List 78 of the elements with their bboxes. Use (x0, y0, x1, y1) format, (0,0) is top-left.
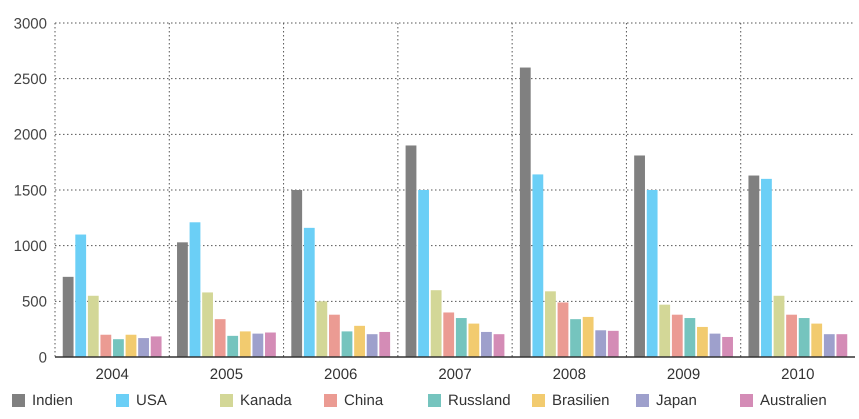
bar (177, 242, 188, 357)
bar (798, 318, 810, 357)
bar (329, 314, 340, 357)
y-tick-label: 500 (22, 294, 47, 311)
y-tick-label: 2500 (14, 70, 47, 88)
bar (113, 339, 124, 357)
bar (304, 228, 315, 357)
bar (240, 331, 251, 357)
x-tick-label: 2006 (324, 366, 358, 383)
bar (582, 316, 594, 357)
y-tick-label: 2000 (14, 126, 47, 144)
bar (265, 332, 276, 357)
x-tick-label: 2005 (210, 366, 244, 383)
bar (406, 145, 416, 357)
bar (252, 334, 264, 357)
bar (190, 222, 200, 357)
legend-label: Russland (448, 392, 511, 409)
bar (761, 178, 772, 357)
x-tick-label: 2007 (438, 366, 472, 383)
bar (811, 324, 822, 357)
x-tick-label: 2004 (95, 366, 129, 383)
bar (316, 301, 328, 357)
bar (62, 276, 74, 357)
bar (379, 332, 390, 357)
bar (481, 332, 492, 357)
bar (214, 319, 226, 357)
bar (748, 176, 760, 357)
bar (774, 296, 784, 357)
bar (418, 190, 429, 357)
bar (291, 190, 302, 357)
bar (659, 304, 670, 357)
bar (595, 330, 606, 357)
x-tick-label: 2008 (552, 366, 586, 383)
y-tick-label: 0 (38, 349, 47, 366)
bar (150, 336, 162, 357)
legend-label: Indien (32, 392, 73, 409)
y-tick-label: 1000 (14, 238, 47, 255)
bar (75, 234, 86, 357)
bar (520, 68, 531, 357)
bar (722, 336, 733, 357)
bar (672, 314, 683, 357)
legend-label: China (344, 392, 384, 409)
x-tick-label: 2010 (781, 366, 815, 383)
bar (202, 292, 213, 357)
bar (138, 338, 149, 357)
bar (570, 319, 581, 357)
bar (545, 291, 556, 357)
bar (558, 302, 568, 357)
bar (430, 290, 442, 357)
bar (366, 334, 378, 357)
bar (836, 334, 848, 357)
bar (824, 334, 835, 357)
bar (88, 296, 99, 357)
legend-label: Australien (760, 392, 827, 409)
legend-label: Kanada (240, 392, 292, 409)
bar (468, 324, 480, 357)
bar (646, 190, 658, 357)
y-tick-label: 3000 (14, 15, 47, 32)
bar (634, 155, 645, 357)
bar (354, 326, 365, 357)
bar (456, 318, 467, 357)
bar (786, 314, 797, 357)
bar (684, 318, 696, 357)
legend-label: USA (136, 392, 167, 409)
bar (608, 330, 619, 357)
bar (227, 336, 238, 357)
bar (697, 326, 708, 357)
bar (443, 312, 454, 357)
bar (342, 331, 352, 357)
legend-label: Japan (656, 392, 697, 409)
legend-label: Brasilien (552, 392, 610, 409)
bar (710, 334, 720, 357)
x-tick-label: 2009 (666, 366, 700, 383)
bar (126, 334, 136, 357)
bar (532, 174, 544, 357)
bar (100, 334, 112, 357)
y-tick-label: 1500 (14, 182, 47, 200)
bar (494, 334, 504, 357)
